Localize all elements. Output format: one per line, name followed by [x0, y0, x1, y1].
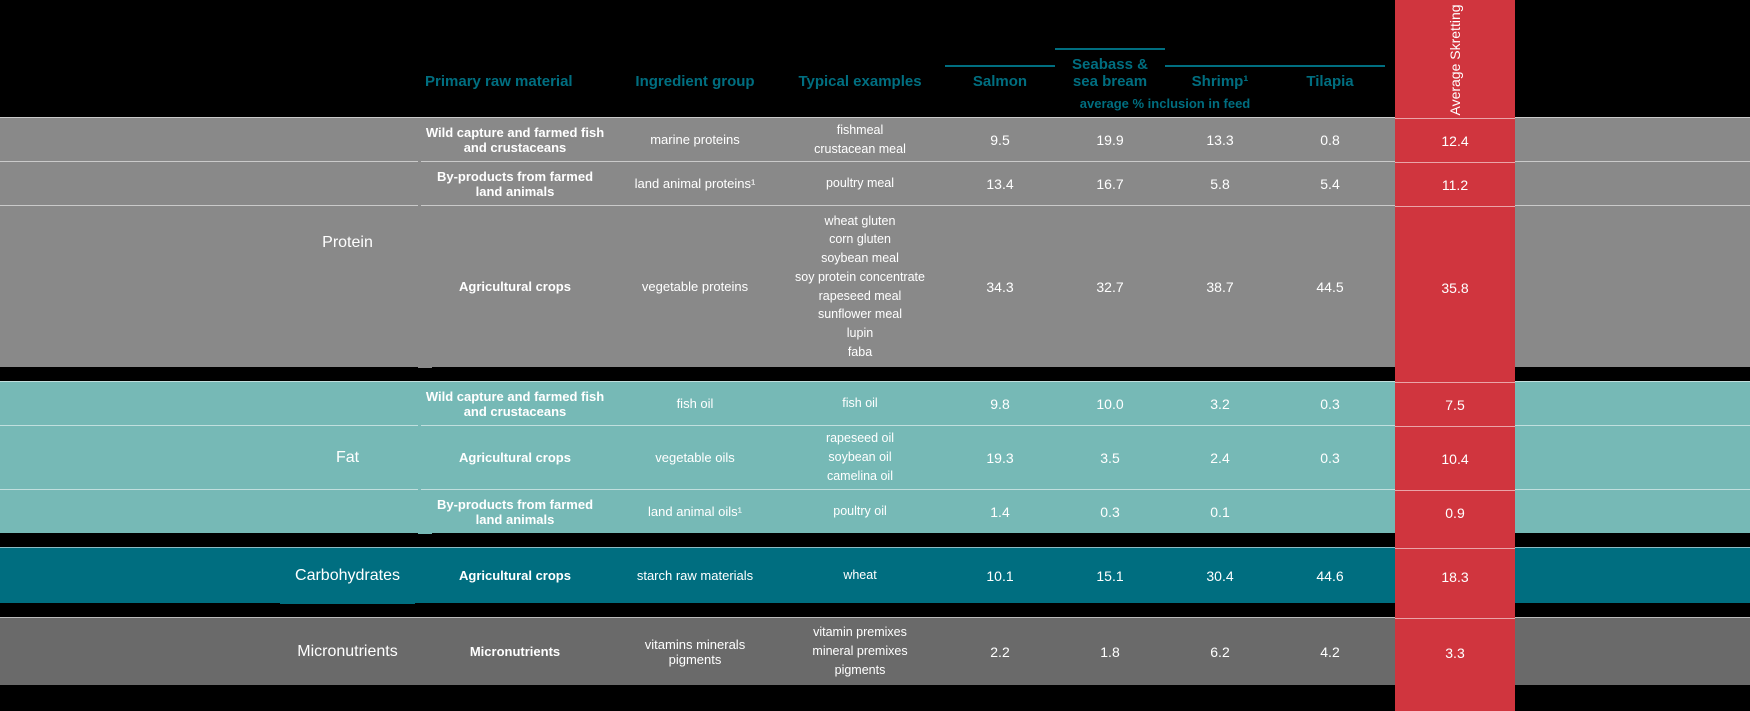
examples-cell: poultry oil — [775, 498, 945, 525]
value-cell: 38.7 — [1165, 275, 1275, 299]
value-cell: 34.3 — [945, 275, 1055, 299]
value-cell: 44.6 — [1275, 564, 1385, 588]
examples-cell: fish oil — [775, 390, 945, 417]
header-species-3: Tilapia — [1275, 65, 1385, 90]
value-cell: 19.3 — [945, 446, 1055, 470]
value-cell: 2.4 — [1165, 446, 1275, 470]
feed-composition-table: Average Skretting 12.411.235.8 7.510.40.9… — [0, 0, 1750, 711]
category-label: Carbohydrates — [280, 548, 415, 604]
value-cell: 10.1 — [945, 564, 1055, 588]
value-cell: 3.5 — [1055, 446, 1165, 470]
header-species-0: Salmon — [945, 65, 1055, 90]
value-cell: 0.3 — [1275, 392, 1385, 416]
value-cell: 44.5 — [1275, 275, 1385, 299]
average-cell: 18.3 — [1395, 548, 1515, 604]
value-cell: 32.7 — [1055, 275, 1165, 299]
raw-material-cell: Agricultural crops — [415, 275, 615, 298]
raw-material-cell: Agricultural crops — [415, 446, 615, 469]
raw-material-cell: Agricultural crops — [415, 564, 615, 587]
ingredient-group-cell: starch raw materials — [615, 564, 775, 587]
category-label: Fat — [280, 430, 415, 486]
header-ingredient-group: Ingredient group — [615, 73, 775, 90]
average-column: Average Skretting 12.411.235.8 7.510.40.9… — [1395, 0, 1515, 711]
value-cell: 13.3 — [1165, 128, 1275, 152]
value-cell: 1.4 — [945, 500, 1055, 524]
value-cell: 5.4 — [1275, 172, 1385, 196]
average-cell: 12.4 — [1395, 118, 1515, 162]
category-label: Protein — [280, 215, 415, 271]
average-cell: 7.5 — [1395, 382, 1515, 426]
ingredient-group-cell: land animal oils¹ — [615, 500, 775, 523]
value-cell: 30.4 — [1165, 564, 1275, 588]
category-label: Micronutrients — [280, 624, 415, 680]
value-cell: 4.2 — [1275, 640, 1385, 664]
ingredient-group-cell: vegetable oils — [615, 446, 775, 469]
examples-cell: rapeseed oil soybean oil camelina oil — [775, 425, 945, 489]
subheader-text: average % inclusion in feed — [945, 96, 1385, 111]
average-cell: 3.3 — [1395, 618, 1515, 686]
average-cell: 0.9 — [1395, 490, 1515, 534]
value-cell: 0.1 — [1165, 500, 1275, 524]
value-cell: 15.1 — [1055, 564, 1165, 588]
raw-material-cell: Wild capture and farmed fish and crustac… — [415, 121, 615, 159]
examples-cell: wheat gluten corn gluten soybean meal so… — [775, 208, 945, 366]
value-cell: 0.3 — [1275, 446, 1385, 470]
category-bracket — [418, 118, 432, 368]
header-species-2: Shrimp¹ — [1165, 65, 1275, 90]
header-typical-examples: Typical examples — [775, 73, 945, 90]
ingredient-group-cell: vitamins minerals pigments — [615, 633, 775, 671]
examples-cell: vitamin premixes mineral premixes pigmen… — [775, 619, 945, 683]
value-cell: 2.2 — [945, 640, 1055, 664]
value-cell: 0.3 — [1055, 500, 1165, 524]
raw-material-cell: Wild capture and farmed fish and crustac… — [415, 385, 615, 423]
value-cell: 10.0 — [1055, 392, 1165, 416]
value-cell: 9.8 — [945, 392, 1055, 416]
value-cell: 16.7 — [1055, 172, 1165, 196]
header-species-1: Seabass & sea bream — [1055, 48, 1165, 90]
raw-material-cell: By-products from farmed land animals — [415, 493, 615, 531]
value-cell: 3.2 — [1165, 392, 1275, 416]
average-cell: 10.4 — [1395, 426, 1515, 490]
ingredient-group-cell: fish oil — [615, 392, 775, 415]
value-cell: 6.2 — [1165, 640, 1275, 664]
average-column-header: Average Skretting — [1447, 4, 1463, 115]
ingredient-group-cell: land animal proteins¹ — [615, 172, 775, 195]
average-cell: 35.8 — [1395, 206, 1515, 368]
header-raw-material: Primary raw material — [415, 73, 615, 90]
value-cell: 1.8 — [1055, 640, 1165, 664]
value-cell: 0.8 — [1275, 128, 1385, 152]
ingredient-group-cell: vegetable proteins — [615, 275, 775, 298]
examples-cell: poultry meal — [775, 170, 945, 197]
examples-cell: fishmeal crustacean meal — [775, 117, 945, 163]
ingredient-group-cell: marine proteins — [615, 128, 775, 151]
category-bracket — [418, 548, 432, 604]
average-cell: 11.2 — [1395, 162, 1515, 206]
category-bracket — [418, 618, 432, 686]
value-cell: 13.4 — [945, 172, 1055, 196]
value-cell: 19.9 — [1055, 128, 1165, 152]
value-cell: 5.8 — [1165, 172, 1275, 196]
examples-cell: wheat — [775, 562, 945, 589]
raw-material-cell: Micronutrients — [415, 640, 615, 663]
category-bracket — [418, 382, 432, 534]
raw-material-cell: By-products from farmed land animals — [415, 165, 615, 203]
value-cell — [1275, 508, 1385, 516]
value-cell: 9.5 — [945, 128, 1055, 152]
